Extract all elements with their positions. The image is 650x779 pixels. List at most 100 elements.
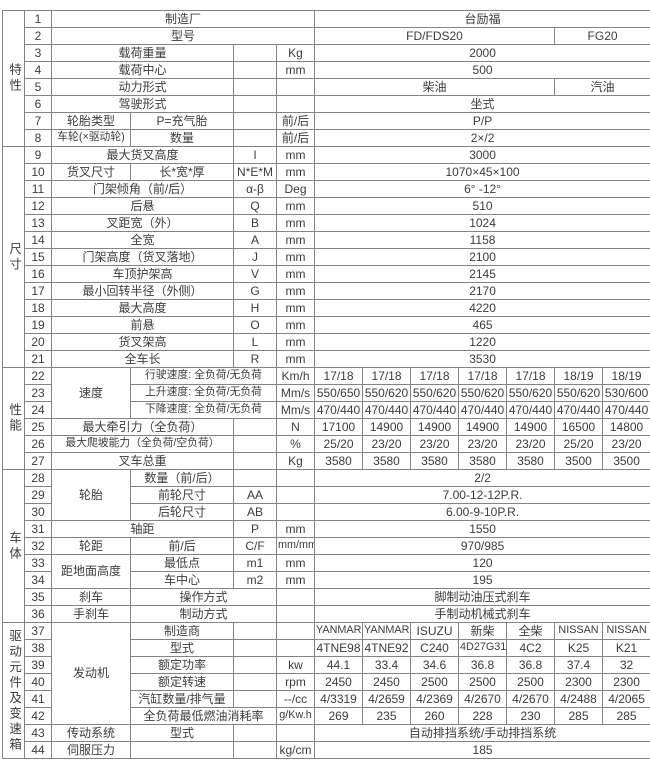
spec-cell: 17/18 [506, 367, 556, 385]
row-number: 23 [24, 384, 52, 402]
spec-cell: 2100 [314, 248, 650, 266]
spec-cell: NISSAN [602, 622, 650, 640]
spec-cell: 轮胎 [51, 469, 131, 521]
row-number: 15 [24, 248, 52, 266]
spec-cell [233, 741, 277, 759]
spec-cell: 34.6 [410, 656, 460, 674]
spec-cell: 2/2 [314, 469, 650, 487]
spec-cell: 970/985 [314, 537, 650, 555]
spec-cell: m2 [233, 571, 277, 589]
spec-cell: 汽缸数量/排气量 [130, 690, 234, 708]
spec-cell: 最大货叉高度 [51, 146, 234, 164]
spec-cell: 4TNE92 [362, 639, 412, 657]
spec-cell: V [233, 265, 277, 283]
spec-cell: 4/2670 [506, 690, 556, 708]
spec-cell: FG20 [554, 27, 650, 45]
row-number: 27 [24, 452, 52, 470]
spec-cell: 18/19 [554, 367, 604, 385]
spec-cell: % [275, 435, 316, 453]
spec-cell: 14900 [506, 418, 556, 436]
spec-cell: A [233, 231, 277, 249]
spec-cell: α-β [233, 180, 277, 198]
spec-cell: 最大高度 [51, 299, 234, 317]
spec-cell: 3500 [602, 452, 650, 470]
spec-cell: mm [275, 163, 316, 181]
spec-cell: 自动排挡系统/手动排挡系统 [314, 724, 650, 742]
spec-cell: G [233, 282, 277, 300]
spec-cell: 载荷中心 [51, 61, 234, 79]
spec-cell [233, 690, 277, 708]
table-row: 车体 28 轮胎 数量（前/后） 2/2 [2, 469, 650, 623]
spec-cell: 37.4 [554, 656, 604, 674]
spec-cell: O [233, 316, 277, 334]
spec-cell: 额定功率 [130, 656, 234, 674]
table-row: 性能 22 速度 行驶速度: 全负荷/无负荷 Km/h 17/18 17/18 17/18 17… [2, 367, 650, 470]
spec-cell: 16500 [554, 418, 604, 436]
spec-cell: mm [275, 146, 316, 164]
row-number: 29 [24, 486, 52, 504]
spec-cell: 全负荷最低燃油消耗率 [130, 707, 277, 725]
spec-cell: 驾驶形式 [51, 95, 234, 113]
spec-cell: 轴距 [51, 520, 234, 538]
table-row: 2 型号 FD/FDS20 FG20 [3, 27, 650, 45]
row-number: 13 [24, 214, 52, 232]
spec-cell: 型号 [50, 27, 316, 45]
spec-cell: mm [275, 333, 316, 351]
spec-cell: 最低点 [130, 554, 234, 572]
spec-cell: 门架高度（货叉落地） [51, 248, 234, 266]
spec-cell [275, 486, 316, 504]
spec-cell: 3500 [554, 452, 604, 470]
spec-cell: 制动方式 [130, 605, 277, 623]
spec-cell: 4220 [314, 299, 650, 317]
spec-cell: 17/18 [362, 367, 412, 385]
spec-cell: mm [275, 350, 316, 368]
spec-cell: mm [275, 214, 316, 232]
spec-cell: 470/440 [314, 401, 364, 419]
spec-cell: 2300 [602, 673, 650, 691]
spec-cell: 1024 [314, 214, 650, 232]
spec-cell: 510 [314, 197, 650, 215]
spec-cell: 470/440 [554, 401, 604, 419]
spec-cell: 1550 [314, 520, 650, 538]
spec-cell: 3580 [314, 452, 364, 470]
spec-cell: NISSAN [554, 622, 604, 640]
spec-cell: 17/18 [314, 367, 364, 385]
spec-cell: 上升速度: 全负荷/无负荷 [130, 384, 277, 402]
table-row: 41 汽缸数量/排气量 --/cc 4/3319 4/2659 4/2369 4/2670 4… [3, 690, 650, 708]
row-number: 16 [24, 265, 52, 283]
spec-cell [275, 95, 316, 113]
row-number: 12 [24, 197, 52, 215]
category-label: 性能 [2, 367, 25, 470]
spec-cell: 叉距宽（外） [51, 214, 234, 232]
spec-cell [275, 469, 316, 487]
spec-cell [233, 61, 277, 79]
spec-cell: P=充气胎 [130, 112, 234, 130]
spec-cell: 23/20 [506, 435, 556, 453]
spec-cell: 数量 [130, 129, 234, 147]
spec-cell: 行驶速度: 全负荷/无负荷 [130, 367, 277, 385]
spec-cell: 17/18 [458, 367, 508, 385]
spec-cell: 轮胎类型 [51, 112, 131, 130]
spec-cell: 刹车 [51, 588, 131, 606]
spec-cell: 叉车总重 [51, 452, 234, 470]
table-row: 27 叉车总重 Kg 3580 3580 3580 3580 3580 3500 3500 [3, 452, 650, 470]
row-number: 28 [24, 469, 52, 487]
table-row: 3 载荷重量 Kg 2000 [3, 44, 650, 62]
spec-cell: 36.8 [506, 656, 556, 674]
spec-cell: 汽油 [554, 78, 650, 96]
spec-cell: 发动机 [51, 622, 131, 725]
spec-cell [233, 673, 277, 691]
table-row: 4 载荷中心 mm 500 [3, 61, 650, 79]
spec-cell: 伺服压力 [51, 741, 131, 759]
spec-cell: 车轮(×驱动轮) [51, 129, 131, 147]
spec-cell: 货叉架高 [51, 333, 234, 351]
spec-cell: 550/620 [458, 384, 508, 402]
spec-cell: N*E*M [233, 163, 277, 181]
row-number: 14 [24, 231, 52, 249]
spec-cell: 14900 [458, 418, 508, 436]
table-row: 34 车中心 m2 mm 195 [3, 571, 650, 589]
spec-cell: 4/2065 [602, 690, 650, 708]
